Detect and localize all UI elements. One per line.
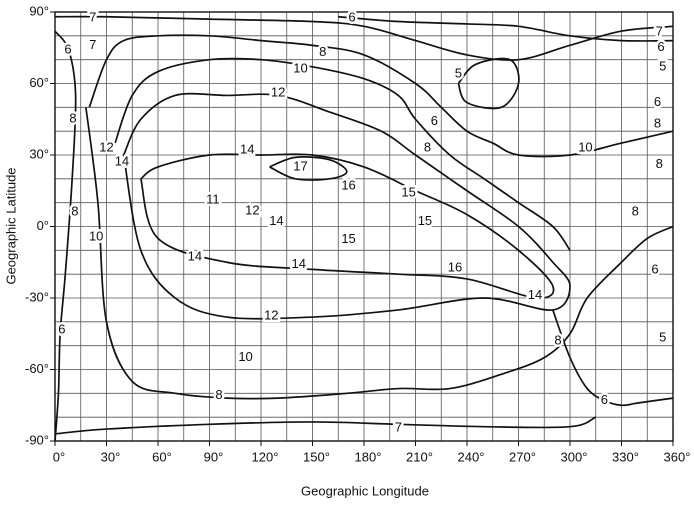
x-tick-label: 300° [561, 449, 588, 464]
contour-label: 8 [424, 139, 431, 154]
contour-line [552, 309, 674, 407]
x-tick-label: 90° [204, 449, 224, 464]
contour-label: 14 [240, 142, 254, 157]
contour-line [88, 34, 674, 158]
contour-line [54, 15, 674, 61]
y-tick-label: 90° [29, 3, 49, 18]
contour-line [269, 156, 348, 181]
x-axis-title: Geographic Longitude [301, 483, 429, 498]
x-tick-label: 360° [664, 449, 691, 464]
x-tick-label: 150° [303, 449, 330, 464]
contour-label: 16 [341, 177, 355, 192]
contour-label: 14 [292, 256, 306, 271]
contour-label: 10 [293, 61, 307, 76]
contour-label: 14 [188, 248, 202, 263]
x-tick-label: 60° [152, 449, 172, 464]
contour-label: 14 [269, 213, 283, 228]
contour-label: 15 [401, 185, 415, 200]
contour-label: 10 [89, 229, 103, 244]
contour-label: 6 [657, 39, 664, 54]
x-tick-label: 120° [252, 449, 279, 464]
contour-label: 8 [554, 332, 561, 347]
contour-label: 6 [601, 392, 608, 407]
contour-label: 6 [654, 94, 661, 109]
contour-label: 14 [115, 154, 129, 169]
x-tick-label: 30° [101, 449, 121, 464]
contour-label: 8 [215, 387, 222, 402]
contour-label: 5 [659, 329, 666, 344]
y-tick-label: 30° [29, 146, 49, 161]
x-tick-label: 330° [612, 449, 639, 464]
contour-label: 12 [99, 139, 113, 154]
contour-label: 7 [89, 9, 96, 24]
contour-label: 16 [448, 259, 462, 274]
contour-label: 8 [71, 204, 78, 219]
contour-label: 6 [651, 262, 658, 277]
y-tick-label: -60° [25, 361, 49, 376]
y-axis-title: Geographic Latitude [3, 167, 18, 284]
contour-label: 7 [89, 37, 96, 52]
contour-label: 12 [271, 84, 285, 99]
contour-label: 15 [418, 213, 432, 228]
contour-line [338, 15, 674, 42]
contour-label: 7 [656, 23, 663, 38]
contour-line [457, 57, 520, 110]
contour-label: 12 [264, 308, 278, 323]
contour-label: 17 [293, 158, 307, 173]
contour-label: 15 [341, 231, 355, 246]
contour-label: 14 [528, 287, 542, 302]
contour-label: 8 [319, 44, 326, 59]
contour-line [54, 30, 77, 442]
contour-label: 10 [238, 349, 252, 364]
contour-label: 8 [654, 115, 661, 130]
contour-label: 12 [245, 202, 259, 217]
y-tick-label: 60° [29, 75, 49, 90]
contour-line [85, 107, 674, 400]
contour-label: 8 [69, 111, 76, 126]
contour-label: 7 [395, 419, 402, 434]
contour-label: 10 [578, 139, 592, 154]
y-tick-label: -90° [25, 432, 49, 447]
contour-label: 6 [58, 321, 65, 336]
x-tick-label: 210° [406, 449, 433, 464]
contour-label: 8 [632, 204, 639, 219]
contour-label: 6 [64, 42, 71, 57]
contour-line [122, 92, 571, 320]
contour-label: 6 [431, 113, 438, 128]
contour-label: 5 [455, 65, 462, 80]
x-tick-label: 270° [509, 449, 536, 464]
contour-label: 8 [656, 156, 663, 171]
y-tick-label: 0° [37, 218, 49, 233]
contour-line [114, 57, 571, 251]
contour-label: 11 [206, 192, 220, 207]
contour-label: 6 [348, 9, 355, 24]
contour-line [140, 153, 555, 300]
y-tick-label: -30° [25, 289, 49, 304]
contour-label: 5 [659, 58, 666, 73]
x-tick-label: 0° [53, 449, 65, 464]
contour-line [54, 416, 597, 435]
x-tick-label: 180° [355, 449, 382, 464]
x-tick-label: 240° [458, 449, 485, 464]
